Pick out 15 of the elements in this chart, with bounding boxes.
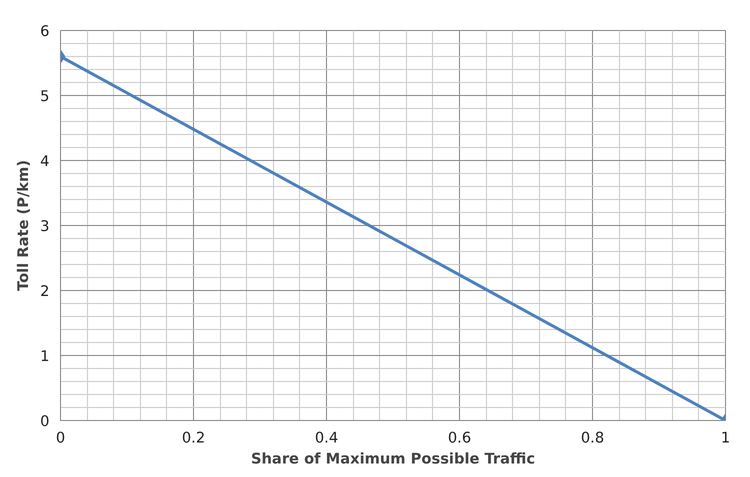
- x-tick-label: 0.8: [580, 430, 604, 446]
- x-tick-label: 0.6: [448, 430, 472, 446]
- x-tick-label: 1: [720, 430, 730, 446]
- y-tick-label: 0: [40, 413, 50, 430]
- y-tick-label: 6: [40, 23, 50, 40]
- x-tick-label: 0.2: [182, 430, 206, 446]
- y-tick-label: 4: [40, 153, 50, 170]
- y-tick-label: 3: [40, 218, 50, 235]
- x-axis-title: Share of Maximum Possible Traffic: [250, 450, 536, 468]
- y-axis-title: Toll Rate (P/km): [15, 160, 32, 291]
- y-tick-label: 5: [40, 88, 50, 105]
- x-tick-label: 0.4: [314, 430, 338, 446]
- x-tick-label: 0: [56, 430, 66, 446]
- y-tick-label: 1: [40, 348, 50, 365]
- y-tick-label: 2: [40, 283, 50, 300]
